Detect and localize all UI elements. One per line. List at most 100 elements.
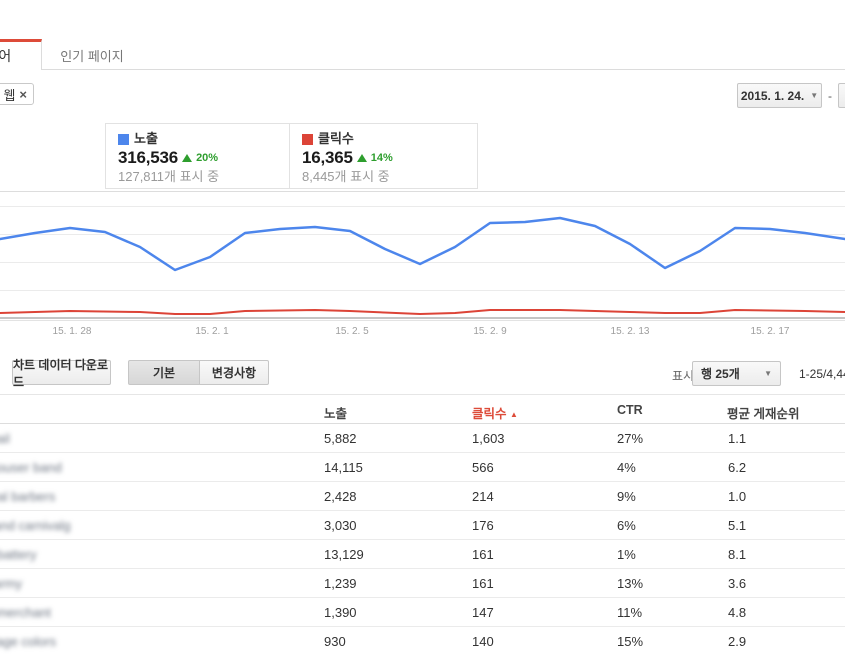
avg-position-cell: 1.0 (728, 489, 747, 504)
view-basic-label: 기본 (152, 366, 176, 380)
sort-ascending-icon: ▲ (510, 410, 518, 419)
impressions-cell: 13,129 (324, 547, 364, 562)
pagination-range: 1-25/4,44 (799, 367, 845, 381)
clicks-cell: 176 (472, 518, 494, 533)
query-cell-redacted: mail (0, 431, 10, 446)
column-header-clicks[interactable]: 클릭수 ▲ (472, 407, 518, 421)
trend-up-icon (356, 154, 367, 162)
date-range-start-button[interactable]: 2015. 1. 24. ▼ (737, 83, 822, 108)
table-row[interactable]: harmy 1,239 161 13% 3.6 (0, 569, 845, 598)
table-row[interactable]: mmerchant 1,390 147 11% 4.8 (0, 598, 845, 627)
metric-card-clicks[interactable]: 클릭수 16,365 14% 8,445개 표시 중 (289, 123, 478, 189)
table-header-row: 노출 클릭수 ▲ CTR 평균 게재순위 (0, 395, 845, 424)
ctr-cell: 11% (617, 605, 643, 620)
clicks-cell: 140 (472, 634, 494, 649)
avg-position-cell: 5.1 (728, 518, 747, 533)
ctr-cell: 27% (617, 431, 644, 446)
rows-per-page-select[interactable]: 행 25개 ▼ (692, 361, 781, 386)
download-chart-data-label: 차트 데이터 다운로드 (13, 357, 108, 389)
clicks-value: 16,365 (302, 148, 353, 167)
ctr-cell: 9% (617, 489, 636, 504)
impressions-cell: 1,390 (324, 605, 357, 620)
column-header-avg-position[interactable]: 평균 게재순위 (727, 407, 800, 421)
avg-position-cell: 2.9 (728, 634, 747, 649)
table-row[interactable]: a battery 13,129 161 1% 8.1 (0, 540, 845, 569)
display-label: 표시 (672, 369, 695, 383)
date-range-separator: - (828, 89, 832, 103)
column-header-ctr[interactable]: CTR (617, 403, 643, 417)
query-cell-redacted: stage colors (0, 634, 57, 649)
metric-card-impressions[interactable]: 노출 316,536 20% 127,811개 표시 중 (105, 123, 290, 189)
impressions-cell: 930 (324, 634, 346, 649)
ctr-cell: 1% (617, 547, 636, 562)
clicks-subtitle: 8,445개 표시 중 (302, 169, 390, 184)
filter-chip-close-icon[interactable]: × (19, 86, 27, 102)
query-cell-redacted: band carnivalg (0, 518, 71, 533)
clicks-label: 클릭수 (318, 131, 354, 146)
clicks-cell: 147 (472, 605, 494, 620)
avg-position-cell: 4.8 (728, 605, 747, 620)
table-row[interactable]: mouser band 14,115 566 4% 6.2 (0, 453, 845, 482)
clicks-change: 14% (370, 152, 393, 164)
impressions-legend-swatch (118, 133, 129, 145)
x-axis-tick: 15. 2. 9 (473, 326, 507, 337)
filter-chip-label: 웹 (3, 87, 16, 103)
x-axis-tick: 15. 2. 17 (750, 326, 790, 337)
ctr-cell: 6% (617, 518, 636, 533)
x-axis-tick: 15. 2. 1 (195, 326, 229, 337)
tab-search-queries-label: 검색어 (0, 48, 12, 64)
tab-top-pages-label: 인기 페이지 (60, 49, 124, 64)
avg-position-cell: 1.1 (728, 431, 747, 446)
query-table-body: mail 5,882 1,603 27% 1.1 mouser band 14,… (0, 424, 845, 654)
avg-position-cell: 6.2 (728, 460, 747, 475)
table-row[interactable]: mail 5,882 1,603 27% 1.1 (0, 424, 845, 453)
table-row[interactable]: stage colors 930 140 15% 2.9 (0, 627, 845, 654)
impressions-cell: 2,428 (324, 489, 357, 504)
impressions-change: 20% (196, 152, 219, 164)
impressions-label: 노출 (134, 131, 158, 146)
chevron-down-icon: ▼ (810, 91, 819, 100)
table-row[interactable]: real barbers 2,428 214 9% 1.0 (0, 482, 845, 511)
table-row[interactable]: band carnivalg 3,030 176 6% 5.1 (0, 511, 845, 540)
view-basic-button[interactable]: 기본 (128, 360, 200, 385)
download-chart-data-button[interactable]: 차트 데이터 다운로드 (12, 358, 111, 389)
tab-search-queries[interactable]: 검색어 (0, 39, 42, 70)
impressions-line-series (0, 216, 845, 272)
ctr-cell: 13% (617, 576, 644, 591)
impressions-subtitle: 127,811개 표시 중 (118, 169, 220, 184)
date-range-start-value: 2015. 1. 24. (740, 88, 805, 103)
query-cell-redacted: mouser band (0, 460, 62, 475)
filter-chip-web[interactable]: 웹 × (0, 83, 34, 105)
traffic-line-chart (0, 191, 845, 321)
impressions-value: 316,536 (118, 148, 179, 167)
table-header-top-border (0, 394, 845, 395)
query-cell-redacted: harmy (0, 576, 23, 591)
column-header-impressions[interactable]: 노출 (324, 407, 348, 421)
impressions-cell: 5,882 (324, 431, 357, 446)
tab-top-pages[interactable]: 인기 페이지 (42, 42, 142, 69)
trend-up-icon (182, 154, 193, 162)
avg-position-cell: 3.6 (728, 576, 747, 591)
clicks-cell: 1,603 (472, 431, 505, 446)
query-cell-redacted: real barbers (0, 489, 56, 504)
ctr-cell: 15% (617, 634, 644, 649)
clicks-line-series (0, 309, 845, 315)
impressions-cell: 3,030 (324, 518, 357, 533)
x-axis-tick: 15. 2. 5 (335, 326, 369, 337)
view-changes-label: 변경사항 (211, 366, 257, 380)
date-range-end-button[interactable] (838, 83, 845, 108)
x-axis-tick: 15. 1. 28 (52, 326, 92, 337)
chevron-down-icon: ▼ (764, 369, 772, 378)
clicks-legend-swatch (302, 133, 313, 145)
clicks-cell: 214 (472, 489, 494, 504)
clicks-cell: 566 (472, 460, 494, 475)
view-changes-button[interactable]: 변경사항 (199, 360, 269, 385)
tabbar-divider (0, 69, 845, 70)
ctr-cell: 4% (617, 460, 636, 475)
query-cell-redacted: mmerchant (0, 605, 52, 620)
clicks-cell: 161 (472, 576, 494, 591)
impressions-cell: 1,239 (324, 576, 357, 591)
impressions-cell: 14,115 (324, 460, 363, 475)
x-axis-tick: 15. 2. 13 (610, 326, 650, 337)
